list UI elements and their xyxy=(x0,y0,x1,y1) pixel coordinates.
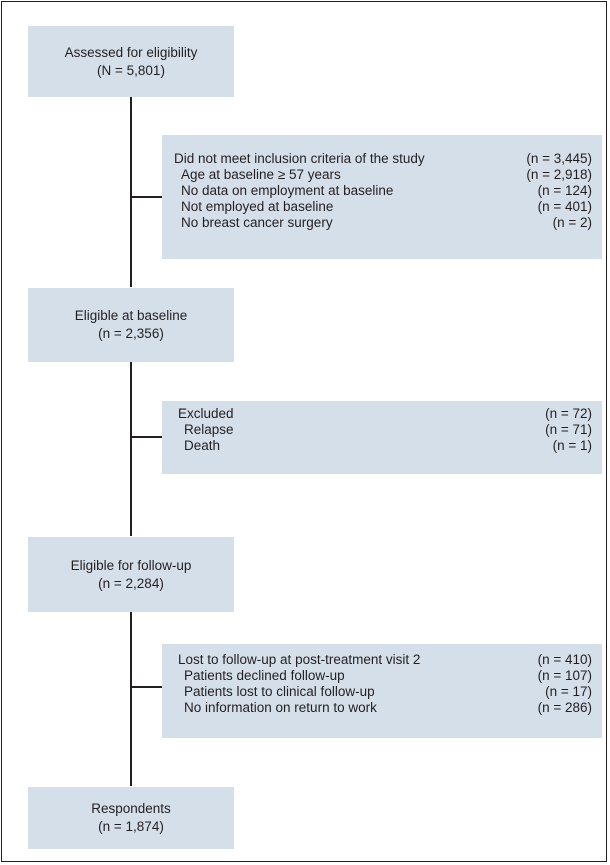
exclusion-label: Patients declined follow-up xyxy=(184,668,345,683)
assessed-count: (N = 5,801) xyxy=(97,62,165,78)
exclusion-label: No breast cancer surgery xyxy=(181,215,333,230)
exclusion-row: Patients lost to clinical follow-up (n =… xyxy=(162,684,602,700)
exclusion-row: Excluded (n = 72) xyxy=(162,406,602,422)
eligible-baseline-count: (n = 2,356) xyxy=(98,326,164,341)
exclusion-row: Death (n = 1) xyxy=(162,438,602,454)
exclusion-count: (n = 1) xyxy=(552,438,592,453)
exclusion-count: (n = 124) xyxy=(537,183,592,198)
exclusion-count: (n = 71) xyxy=(545,422,592,437)
exclusion-label: Excluded xyxy=(178,406,234,421)
connector-line xyxy=(130,612,132,786)
connector-line xyxy=(130,97,132,287)
exclusion-count: (n = 2) xyxy=(552,215,592,230)
exclusion-count: (n = 2,918) xyxy=(526,167,592,182)
connector-line xyxy=(130,686,162,688)
exclusion-count: (n = 286) xyxy=(537,700,592,715)
exclusion-row: No breast cancer surgery (n = 2) xyxy=(162,215,602,231)
eligible-baseline-box: Eligible at baseline (n = 2,356) xyxy=(28,288,234,362)
exclusion-count: (n = 3,445) xyxy=(526,151,592,166)
exclusion-count: (n = 107) xyxy=(537,668,592,683)
eligible-followup-count: (n = 2,284) xyxy=(98,575,164,591)
assessed-title: Assessed for eligibility xyxy=(64,44,198,60)
exclusion-row: No information on return to work (n = 28… xyxy=(162,700,602,716)
exclusion-label: No information on return to work xyxy=(184,700,377,715)
exclusion-count: (n = 17) xyxy=(545,684,592,699)
exclusion-row: Did not meet inclusion criteria of the s… xyxy=(162,151,602,167)
exclusion-label: Patients lost to clinical follow-up xyxy=(184,684,375,699)
exclusion-row: No data on employment at baseline (n = 1… xyxy=(162,183,602,199)
eligible-baseline-title: Eligible at baseline xyxy=(74,308,188,323)
connector-line xyxy=(130,196,162,198)
eligible-followup-box: Eligible for follow-up (n = 2,284) xyxy=(28,537,234,612)
exclusion-row: Patients declined follow-up (n = 107) xyxy=(162,668,602,684)
exclusion-label: Lost to follow-up at post-treatment visi… xyxy=(178,652,421,667)
connector-line xyxy=(130,362,132,536)
inclusion-criteria-box: Did not meet inclusion criteria of the s… xyxy=(162,135,602,259)
exclusion-label: Not employed at baseline xyxy=(181,199,334,214)
exclusion-label: Did not meet inclusion criteria of the s… xyxy=(174,151,425,166)
respondents-box: Respondents (n = 1,874) xyxy=(28,787,234,849)
exclusion-label: Age at baseline ≥ 57 years xyxy=(181,167,341,182)
connector-line xyxy=(130,436,162,438)
exclusion-count: (n = 72) xyxy=(545,406,592,421)
respondents-count: (n = 1,874) xyxy=(98,819,164,834)
exclusion-row: Age at baseline ≥ 57 years (n = 2,918) xyxy=(162,167,602,183)
excluded-box: Excluded (n = 72) Relapse (n = 71) Death… xyxy=(162,401,602,474)
assessed-box: Assessed for eligibility (N = 5,801) xyxy=(28,26,234,97)
exclusion-label: Relapse xyxy=(184,422,234,437)
exclusion-count: (n = 410) xyxy=(537,652,592,667)
exclusion-count: (n = 401) xyxy=(537,199,592,214)
respondents-title: Respondents xyxy=(91,801,171,816)
eligible-followup-title: Eligible for follow-up xyxy=(70,557,192,573)
lost-to-followup-box: Lost to follow-up at post-treatment visi… xyxy=(162,644,602,738)
exclusion-row: Not employed at baseline (n = 401) xyxy=(162,199,602,215)
exclusion-label: No data on employment at baseline xyxy=(181,183,394,198)
exclusion-label: Death xyxy=(184,438,221,453)
exclusion-row: Relapse (n = 71) xyxy=(162,422,602,438)
exclusion-row: Lost to follow-up at post-treatment visi… xyxy=(162,652,602,668)
